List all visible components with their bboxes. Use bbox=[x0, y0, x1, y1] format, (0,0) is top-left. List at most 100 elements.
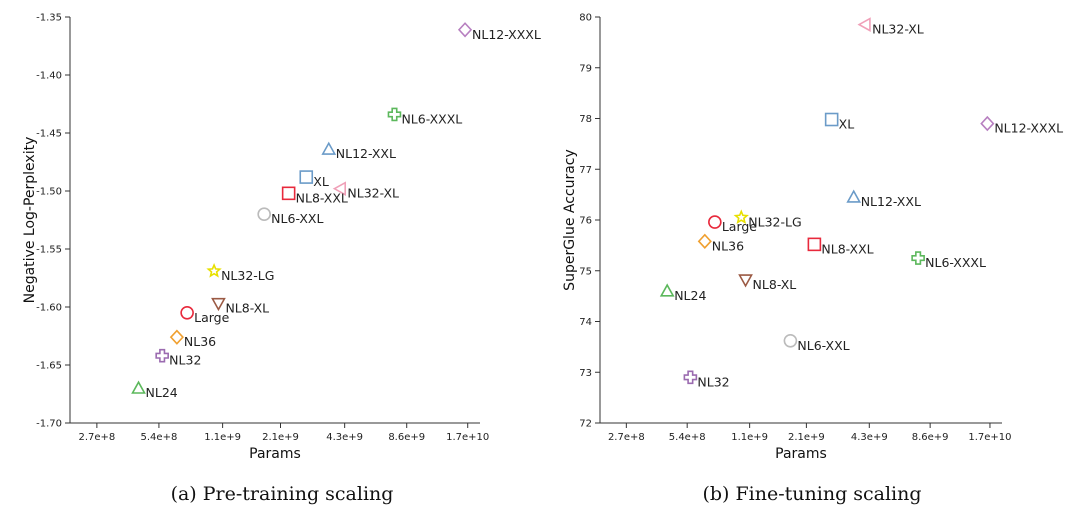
data-point-large: Large bbox=[180, 305, 230, 325]
marker-xl bbox=[824, 112, 839, 127]
marker-nl32 bbox=[155, 348, 169, 363]
point-label: NL6-XXL bbox=[271, 211, 323, 226]
data-point-nl24: NL24 bbox=[131, 380, 178, 400]
marker-nl6-xxxl bbox=[387, 107, 402, 122]
x-tick-label: 2.1e+9 bbox=[262, 432, 299, 443]
y-tick-label: 72 bbox=[579, 419, 592, 430]
point-label: NL12-XXXL bbox=[472, 27, 541, 42]
y-tick-label: -1.65 bbox=[36, 361, 62, 372]
point-label: NL24 bbox=[674, 288, 706, 303]
data-point-nl6-xxl: NL6-XXL bbox=[783, 333, 850, 353]
x-tick-label: 1.1e+9 bbox=[731, 432, 768, 443]
y-tick-label: 75 bbox=[579, 266, 592, 277]
y-tick-label: 77 bbox=[579, 165, 592, 176]
marker-nl32-lg bbox=[206, 262, 222, 278]
data-point-nl8-xxl: NL8-XXL bbox=[281, 186, 348, 205]
x-tick-label: 5.4e+8 bbox=[141, 432, 178, 443]
figure-caption: (a) Pre-training scaling bbox=[171, 483, 394, 505]
y-tick-label: 73 bbox=[579, 368, 592, 379]
x-tick-label: 2.7e+8 bbox=[608, 432, 645, 443]
marker-nl12-xxl bbox=[846, 189, 862, 203]
y-tick-label: -1.45 bbox=[36, 129, 62, 140]
y-axis-label: SuperGlue Accuracy bbox=[562, 149, 578, 291]
data-point-nl12-xxxl: NL12-XXXL bbox=[457, 22, 541, 42]
x-axis-label: Params bbox=[249, 446, 301, 462]
x-tick-label: 1.7e+10 bbox=[446, 432, 489, 443]
data-point-nl12-xxl: NL12-XXL bbox=[321, 141, 396, 161]
point-label: NL12-XXL bbox=[861, 194, 921, 209]
point-label: NL6-XXXL bbox=[401, 111, 462, 126]
data-point-xl: XL bbox=[299, 170, 329, 189]
marker-nl6-xxl bbox=[783, 333, 798, 348]
marker-nl12-xxxl bbox=[980, 115, 995, 132]
point-label: NL12-XXL bbox=[336, 146, 396, 161]
data-point-nl8-xl: NL8-XL bbox=[738, 274, 796, 292]
data-point-nl8-xl: NL8-XL bbox=[211, 297, 269, 316]
point-label: NL12-XXXL bbox=[994, 121, 1063, 136]
y-tick-label: 80 bbox=[579, 13, 592, 24]
y-tick-label: -1.35 bbox=[36, 13, 62, 24]
point-label: Large bbox=[722, 219, 757, 234]
point-label: XL bbox=[313, 174, 329, 189]
data-point-large: Large bbox=[708, 215, 757, 234]
data-point-nl12-xxl: NL12-XXL bbox=[846, 189, 921, 209]
data-point-nl6-xxxl: NL6-XXXL bbox=[911, 251, 986, 270]
marker-nl32-xl bbox=[857, 17, 871, 32]
marker-nl8-xl bbox=[211, 297, 226, 312]
point-label: NL32 bbox=[169, 353, 201, 368]
y-tick-label: -1.55 bbox=[36, 245, 62, 256]
point-label: NL8-XXL bbox=[821, 241, 873, 256]
y-tick-label: 78 bbox=[579, 114, 592, 125]
data-point-xl: XL bbox=[824, 112, 854, 132]
data-point-nl32-lg: NL32-LG bbox=[206, 262, 274, 283]
x-tick-label: 1.7e+10 bbox=[968, 432, 1011, 443]
x-tick-label: 8.6e+9 bbox=[912, 432, 949, 443]
y-tick-label: -1.60 bbox=[36, 303, 62, 314]
x-tick-label: 2.7e+8 bbox=[78, 432, 115, 443]
data-point-nl24: NL24 bbox=[659, 283, 706, 303]
marker-nl6-xxl bbox=[257, 207, 271, 221]
x-tick-label: 4.3e+9 bbox=[326, 432, 363, 443]
y-tick-label: -1.70 bbox=[36, 419, 62, 430]
data-point-nl6-xxxl: NL6-XXXL bbox=[387, 107, 462, 126]
x-tick-label: 4.3e+9 bbox=[851, 432, 888, 443]
point-label: NL6-XXL bbox=[797, 338, 849, 353]
point-label: NL24 bbox=[146, 385, 178, 400]
chart-panel-2: 80 79 78 77 76 75 74 73 72 2.7e+8 5.4e+8 1.1e+9 2.1e… bbox=[562, 13, 1063, 506]
data-point-nl36: NL36 bbox=[697, 233, 744, 253]
point-label: NL8-XL bbox=[225, 301, 269, 316]
point-label: Large bbox=[194, 310, 229, 325]
y-tick-label: 74 bbox=[579, 317, 592, 328]
y-tick-label: 76 bbox=[579, 216, 592, 227]
data-point-nl8-xxl: NL8-XXL bbox=[807, 237, 874, 256]
marker-nl12-xxl bbox=[321, 141, 337, 155]
marker-xl bbox=[299, 170, 314, 184]
marker-nl24 bbox=[659, 283, 675, 297]
marker-nl12-xxxl bbox=[457, 22, 473, 38]
point-label: NL32-LG bbox=[748, 214, 801, 229]
figure-caption: (b) Fine-tuning scaling bbox=[702, 483, 921, 505]
data-point-nl36: NL36 bbox=[169, 329, 216, 349]
x-tick-label: 8.6e+9 bbox=[388, 432, 425, 443]
marker-nl8-xxl bbox=[807, 237, 822, 252]
data-point-nl32: NL32 bbox=[155, 348, 201, 368]
marker-large bbox=[180, 305, 194, 320]
marker-nl24 bbox=[131, 380, 146, 394]
marker-nl36 bbox=[169, 329, 184, 345]
data-point-nl32-xl: NL32-XL bbox=[332, 181, 399, 201]
point-label: NL6-XXXL bbox=[925, 255, 986, 270]
marker-nl8-xl bbox=[738, 274, 753, 288]
data-point-nl32: NL32 bbox=[683, 370, 730, 389]
marker-nl6-xxxl bbox=[911, 251, 925, 265]
data-point-nl32-lg: NL32-LG bbox=[733, 209, 802, 229]
point-label: NL32-LG bbox=[221, 268, 274, 283]
x-tick-label: 5.4e+8 bbox=[669, 432, 706, 443]
data-point-nl12-xxxl: NL12-XXXL bbox=[980, 115, 1063, 136]
point-label: NL8-XXL bbox=[296, 190, 348, 205]
chart-panel-1: -1.35 -1.40 -1.45 -1.50 -1.55 -1.60 -1.65 -1.70… bbox=[22, 13, 541, 506]
marker-nl32-lg bbox=[733, 209, 749, 225]
x-tick-label: 2.1e+9 bbox=[788, 432, 825, 443]
point-label: NL32-XL bbox=[872, 22, 924, 37]
